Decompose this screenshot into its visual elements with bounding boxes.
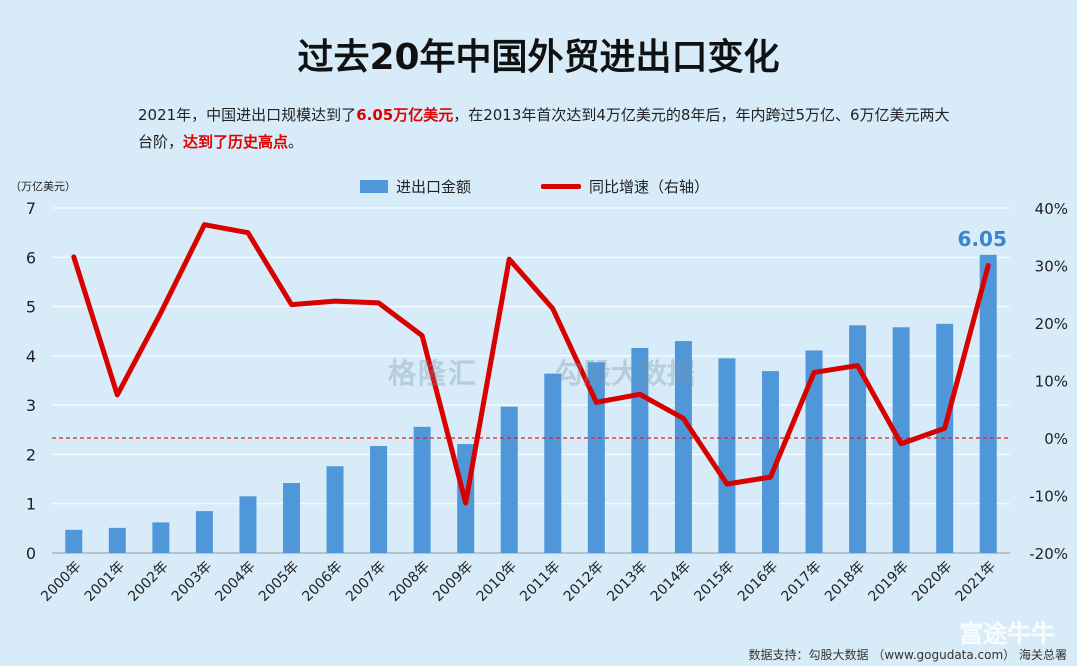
bar-2014年: [674, 341, 692, 553]
left-axis-unit-label: （万亿美元）: [10, 180, 76, 193]
bar-2007年: [370, 446, 388, 553]
chart-legend: 进出口金额 同比增速（右轴）: [360, 176, 779, 197]
y-right-tick-label: 0%: [1044, 430, 1068, 448]
bar-2021年: [979, 254, 997, 554]
bar-2002年: [152, 522, 170, 553]
bar-2005年: [283, 483, 300, 553]
bar-2008年: [413, 426, 431, 553]
x-tick-label: 2015年: [691, 559, 737, 605]
x-tick-label: 2021年: [953, 559, 999, 605]
x-tick-label: 2018年: [822, 559, 868, 605]
y-right-tick-label: 20%: [1035, 315, 1068, 333]
x-tick-label: 2012年: [561, 559, 607, 605]
bar-2017年: [805, 350, 823, 553]
x-tick-label: 2004年: [212, 559, 258, 605]
y-right-tick-label: -10%: [1029, 488, 1068, 506]
x-tick-label: 2013年: [604, 559, 650, 605]
bar-2012年: [587, 362, 605, 553]
bar-2011年: [544, 373, 562, 553]
chart-title: 过去20年中国外贸进出口变化: [297, 37, 780, 78]
chart-subtitle: 2021年，中国进出口规模达到了6.05万亿美元，在2013年首次达到4万亿美元…: [138, 102, 958, 156]
legend-line-swatch: [541, 184, 582, 189]
y-right-tick-label: 30%: [1035, 258, 1068, 276]
legend-bar-label: 进出口金额: [396, 178, 472, 196]
y-left-tick-label: 4: [26, 347, 36, 366]
bar-2015年: [718, 358, 736, 553]
y-left-tick-label: 5: [26, 298, 36, 317]
bar-2003年: [195, 511, 213, 553]
watermark-logo: 格隆汇: [388, 357, 479, 390]
x-tick-label: 2019年: [866, 559, 912, 605]
subtitle-part2: ，在2013年首次达到4万亿美元的8年后，年内跨过5万亿、6万亿美元两大台阶，: [138, 106, 950, 151]
bar-2001年: [108, 527, 126, 553]
x-tick-label: 2016年: [735, 559, 781, 605]
x-tick-label: 2008年: [387, 559, 433, 605]
x-tick-label: 2006年: [299, 559, 345, 605]
growth-rate-line: [71, 222, 991, 506]
y-left-tick-label: 3: [26, 396, 36, 415]
x-tick-label: 2003年: [169, 559, 215, 605]
bar-2004年: [239, 496, 257, 553]
y-right-tick-label: 40%: [1035, 200, 1068, 218]
bar-2010年: [500, 406, 518, 553]
x-tick-label: 2002年: [125, 559, 171, 605]
x-tick-label: 2020年: [909, 559, 955, 605]
x-tick-label: 2017年: [778, 559, 824, 605]
subtitle-highlight-value: 6.05万亿美元: [356, 106, 454, 124]
subtitle-highlight-record: 达到了历史高点: [183, 133, 289, 151]
legend-item-bar: 进出口金额: [360, 176, 471, 197]
x-tick-label: 2011年: [517, 559, 563, 605]
x-tick-label: 2007年: [343, 559, 389, 605]
x-tick-label: 2010年: [474, 559, 520, 605]
y-left-tick-label: 1: [26, 495, 36, 514]
data-label-2021年: 6.05: [958, 227, 1007, 251]
x-tick-label: 2000年: [38, 559, 84, 605]
subtitle-part1: 2021年，中国进出口规模达到了: [138, 106, 357, 124]
y-left-tick-label: 0: [26, 544, 36, 563]
x-tick-label: 2001年: [82, 559, 128, 605]
x-tick-label: 2014年: [648, 559, 694, 605]
x-tick-label: 2005年: [256, 559, 302, 605]
y-right-tick-label: -20%: [1029, 545, 1068, 563]
y-left-tick-label: 7: [26, 199, 36, 218]
brand-watermark: 富途牛牛: [959, 620, 1055, 648]
data-source: 数据支持：勾股大数据 （www.gogudata.com） 海关总署: [748, 648, 1067, 662]
legend-item-line: 同比增速（右轴）: [541, 176, 709, 197]
legend-line-label: 同比增速（右轴）: [589, 178, 710, 196]
legend-bar-swatch: [360, 180, 388, 193]
y-left-tick-label: 2: [26, 445, 36, 464]
watermark-partner: 勾股大数据: [555, 357, 696, 390]
subtitle-part3: 。: [288, 133, 304, 151]
bar-2016年: [762, 371, 779, 553]
bar-2006年: [326, 466, 344, 553]
bar-2018年: [849, 325, 867, 553]
x-tick-label: 2009年: [430, 559, 476, 605]
y-right-tick-label: 10%: [1035, 373, 1068, 391]
bar-2000年: [65, 529, 83, 553]
y-left-tick-label: 6: [26, 248, 36, 267]
